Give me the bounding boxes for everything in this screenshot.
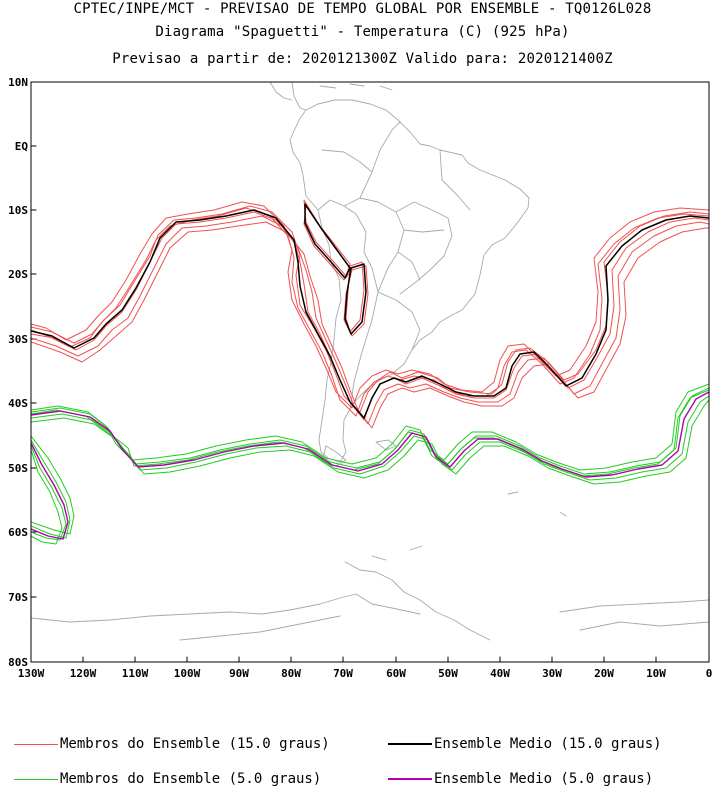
lat-label: 10S: [8, 204, 28, 217]
land-outlines: [31, 82, 709, 641]
legend-swatch-black: [388, 743, 432, 745]
legend-item-members-5: Membros do Ensemble (5.0 graus): [14, 771, 321, 787]
isotherm-5-member: [31, 399, 709, 485]
map-title: CPTEC/INPE/MCT - PREVISAO DE TEMPO GLOBA…: [73, 1, 652, 17]
lat-label: 60S: [8, 526, 28, 539]
lat-label: 50S: [8, 462, 28, 475]
isotherm-5-member: [31, 449, 63, 545]
isotherm-15-member: [31, 205, 709, 413]
lon-label: 70W: [333, 667, 353, 680]
lon-label: 40W: [490, 667, 510, 680]
legend-item-mean-15: Ensemble Medio (15.0 graus): [388, 736, 662, 752]
isotherm-15-member: [31, 221, 709, 429]
isotherm-15-member: [31, 215, 709, 425]
lon-label: 10W: [646, 667, 666, 680]
isotherm-5-member: [31, 387, 709, 475]
isotherm-5-member: [31, 439, 71, 539]
legend-label: Ensemble Medio (15.0 graus): [434, 736, 662, 752]
isotherm-15-mean-closed: [344, 263, 367, 335]
isotherm-5-member: [31, 445, 67, 541]
lon-label: 30W: [542, 667, 562, 680]
isotherm-5-mean: [31, 391, 709, 478]
isotherm-15-member: [31, 207, 709, 417]
legend-label: Membros do Ensemble (5.0 graus): [60, 771, 322, 787]
latitude-axis: 10N EQ 10S 20S 30S 40S 50S 60S 70S 80S: [8, 76, 28, 669]
isotherm-15-member: [345, 261, 365, 333]
lon-label: 80W: [281, 667, 301, 680]
isotherm-5-mean: [31, 442, 69, 540]
lat-label: 70S: [8, 591, 28, 604]
isotherm-15-member: [343, 265, 369, 337]
lon-label: 50W: [438, 667, 458, 680]
south-georgia: [507, 491, 567, 517]
isotherm-5-member: [31, 395, 709, 481]
falkland-islands: [375, 439, 397, 451]
legend-label: Membros do Ensemble (15.0 graus): [60, 736, 330, 752]
lat-label: 10N: [8, 76, 28, 89]
lon-label: 100W: [174, 667, 201, 680]
south-america-coast: [289, 99, 530, 463]
lat-label: 30S: [8, 333, 28, 346]
lon-label: 120W: [70, 667, 97, 680]
antarctic-coast: [31, 593, 709, 641]
map-subtitle: Diagrama "Spaguetti" - Temperatura (C) (…: [155, 24, 570, 40]
lon-label: 20W: [594, 667, 614, 680]
isotherm-5-member: [31, 435, 75, 535]
legend-swatch-red: [14, 743, 58, 745]
andes-border: [317, 199, 379, 411]
forecast-validity: Previsao a partir de: 2020121300Z Valido…: [112, 51, 613, 67]
isotherm-5-member: [31, 383, 709, 471]
isotherm-15-mean: [31, 209, 709, 419]
lon-label: 130W: [18, 667, 45, 680]
lon-label: 60W: [386, 667, 406, 680]
lon-label: 110W: [122, 667, 149, 680]
isotherm-15-mean-closed: [304, 203, 351, 279]
lat-label: EQ: [15, 140, 29, 153]
lat-label: 20S: [8, 268, 28, 281]
legend-swatch-green: [14, 778, 58, 780]
legend-label: Ensemble Medio (5.0 graus): [434, 771, 654, 787]
antarctic-peninsula: [344, 545, 491, 641]
plot-frame: [30, 81, 710, 663]
legend-item-members-15: Membros do Ensemble (15.0 graus): [14, 736, 330, 752]
lon-label: 90W: [229, 667, 249, 680]
isotherm-5-members: [31, 383, 709, 545]
country-borders: [321, 121, 471, 351]
lat-label: 40S: [8, 397, 28, 410]
isotherm-15-member: [31, 201, 709, 409]
lon-label: 0: [706, 667, 713, 680]
lat-label: 80S: [8, 656, 28, 669]
legend-item-mean-5: Ensemble Medio (5.0 graus): [388, 771, 653, 787]
caribbean-islands: [319, 83, 393, 91]
legend-swatch-purple: [388, 778, 432, 780]
longitude-axis: 130W 120W 110W 100W 90W 80W 70W 60W 50W …: [18, 667, 713, 680]
central-america-coast: [269, 82, 307, 111]
